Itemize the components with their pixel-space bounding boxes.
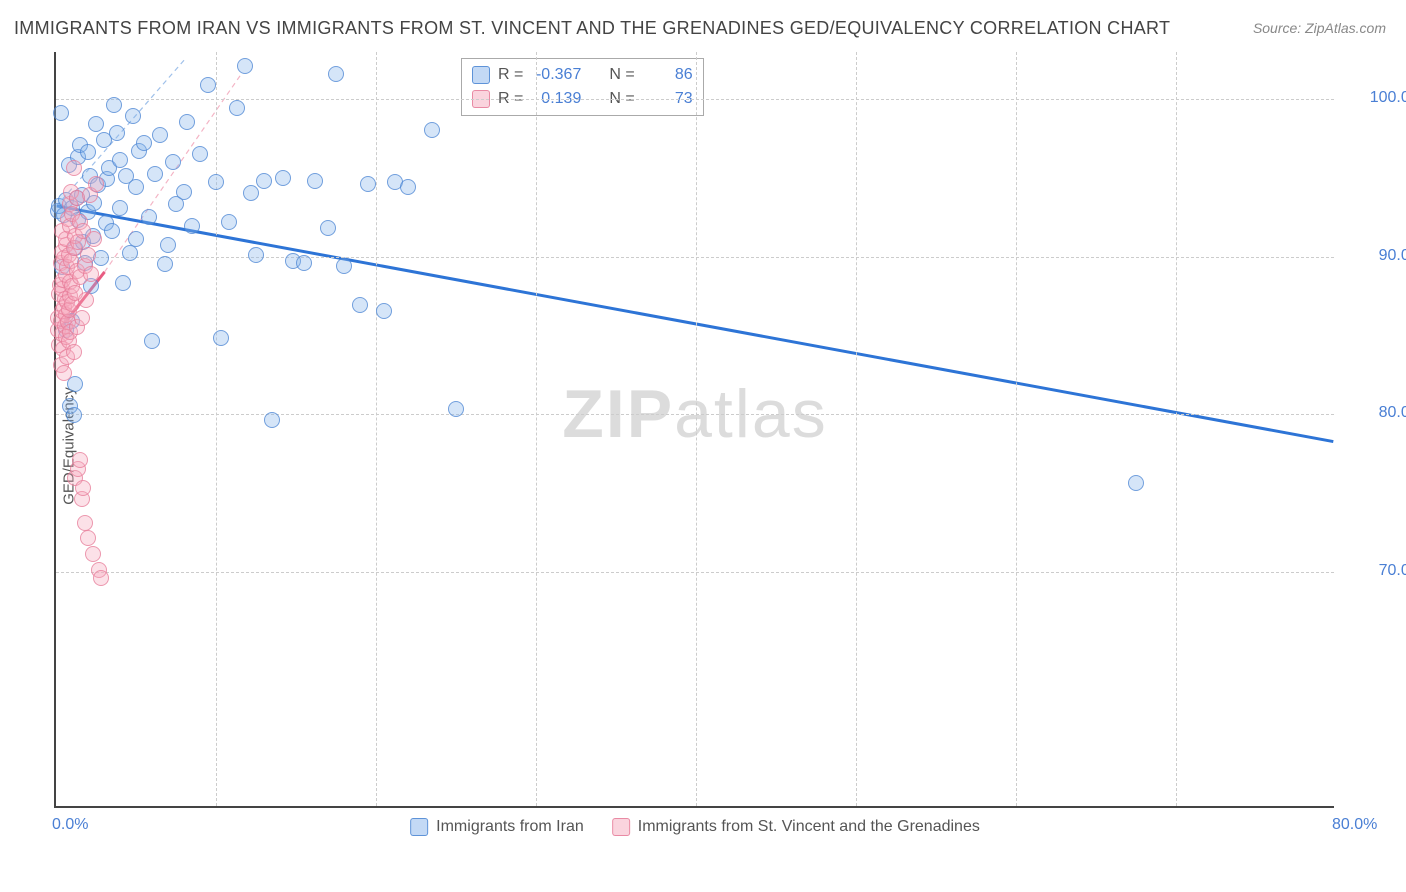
data-point xyxy=(66,407,82,423)
data-point xyxy=(75,480,91,496)
data-point xyxy=(72,452,88,468)
data-point xyxy=(208,174,224,190)
data-point xyxy=(85,546,101,562)
stats-row-a: R = -0.367 N = 86 xyxy=(472,63,693,87)
data-point xyxy=(179,114,195,130)
data-point xyxy=(128,179,144,195)
legend-item-a: Immigrants from Iran xyxy=(410,818,584,836)
data-point xyxy=(237,58,253,74)
data-point xyxy=(328,66,344,82)
data-point xyxy=(80,247,96,263)
x-tick-label: 80.0% xyxy=(1332,816,1377,834)
data-point xyxy=(125,108,141,124)
data-point xyxy=(336,258,352,274)
data-point xyxy=(256,173,272,189)
data-point xyxy=(115,275,131,291)
gridline-v xyxy=(856,52,857,806)
data-point xyxy=(360,176,376,192)
gridline-v xyxy=(696,52,697,806)
data-point xyxy=(109,125,125,141)
data-point xyxy=(53,105,69,121)
data-point xyxy=(147,166,163,182)
data-point xyxy=(376,303,392,319)
data-point xyxy=(144,333,160,349)
chart-plot-area: ZIPatlas R = -0.367 N = 86 R = 0.139 N =… xyxy=(54,52,1334,808)
data-point xyxy=(400,179,416,195)
data-point xyxy=(264,412,280,428)
source-credit: Source: ZipAtlas.com xyxy=(1253,20,1386,36)
gridline-v xyxy=(536,52,537,806)
legend-swatch-icon xyxy=(410,818,428,836)
data-point xyxy=(56,365,72,381)
gridline-v xyxy=(1176,52,1177,806)
chart-title: IMMIGRANTS FROM IRAN VS IMMIGRANTS FROM … xyxy=(14,18,1170,39)
gridline-h xyxy=(56,414,1334,415)
data-point xyxy=(184,218,200,234)
data-point xyxy=(160,237,176,253)
data-point xyxy=(243,185,259,201)
data-point xyxy=(320,220,336,236)
data-point xyxy=(192,146,208,162)
data-point xyxy=(176,184,192,200)
data-point xyxy=(157,256,173,272)
data-point xyxy=(112,152,128,168)
data-point xyxy=(229,100,245,116)
data-point xyxy=(88,176,104,192)
x-tick-label: 0.0% xyxy=(52,816,88,834)
y-tick-label: 70.0% xyxy=(1344,562,1406,580)
data-point xyxy=(136,135,152,151)
data-point xyxy=(213,330,229,346)
legend-label-a: Immigrants from Iran xyxy=(436,818,584,836)
data-point xyxy=(104,223,120,239)
data-point xyxy=(86,231,102,247)
data-point xyxy=(141,209,157,225)
data-point xyxy=(296,255,312,271)
data-point xyxy=(80,530,96,546)
series-legend: Immigrants from Iran Immigrants from St.… xyxy=(410,818,980,836)
data-point xyxy=(80,144,96,160)
gridline-h xyxy=(56,572,1334,573)
data-point xyxy=(307,173,323,189)
data-point xyxy=(106,97,122,113)
data-point xyxy=(93,570,109,586)
data-point xyxy=(112,200,128,216)
gridline-v xyxy=(376,52,377,806)
data-point xyxy=(77,515,93,531)
data-point xyxy=(88,116,104,132)
data-point xyxy=(122,245,138,261)
data-point xyxy=(66,160,82,176)
gridline-h xyxy=(56,99,1334,100)
data-point xyxy=(1128,475,1144,491)
data-point xyxy=(74,310,90,326)
data-point xyxy=(352,297,368,313)
legend-item-b: Immigrants from St. Vincent and the Gren… xyxy=(612,818,980,836)
gridline-v xyxy=(216,52,217,806)
data-point xyxy=(448,401,464,417)
gridline-v xyxy=(1016,52,1017,806)
legend-label-b: Immigrants from St. Vincent and the Gren… xyxy=(638,818,980,836)
y-tick-label: 100.0% xyxy=(1344,89,1406,107)
data-point xyxy=(78,292,94,308)
data-point xyxy=(66,344,82,360)
data-point xyxy=(200,77,216,93)
stats-legend: R = -0.367 N = 86 R = 0.139 N = 73 xyxy=(461,58,704,116)
y-tick-label: 80.0% xyxy=(1344,404,1406,422)
data-point xyxy=(152,127,168,143)
data-point xyxy=(424,122,440,138)
data-point xyxy=(165,154,181,170)
data-point xyxy=(275,170,291,186)
data-point xyxy=(248,247,264,263)
data-point xyxy=(221,214,237,230)
data-point xyxy=(128,231,144,247)
legend-swatch-a xyxy=(472,66,490,84)
legend-swatch-icon xyxy=(612,818,630,836)
y-tick-label: 90.0% xyxy=(1344,247,1406,265)
data-point xyxy=(83,266,99,282)
